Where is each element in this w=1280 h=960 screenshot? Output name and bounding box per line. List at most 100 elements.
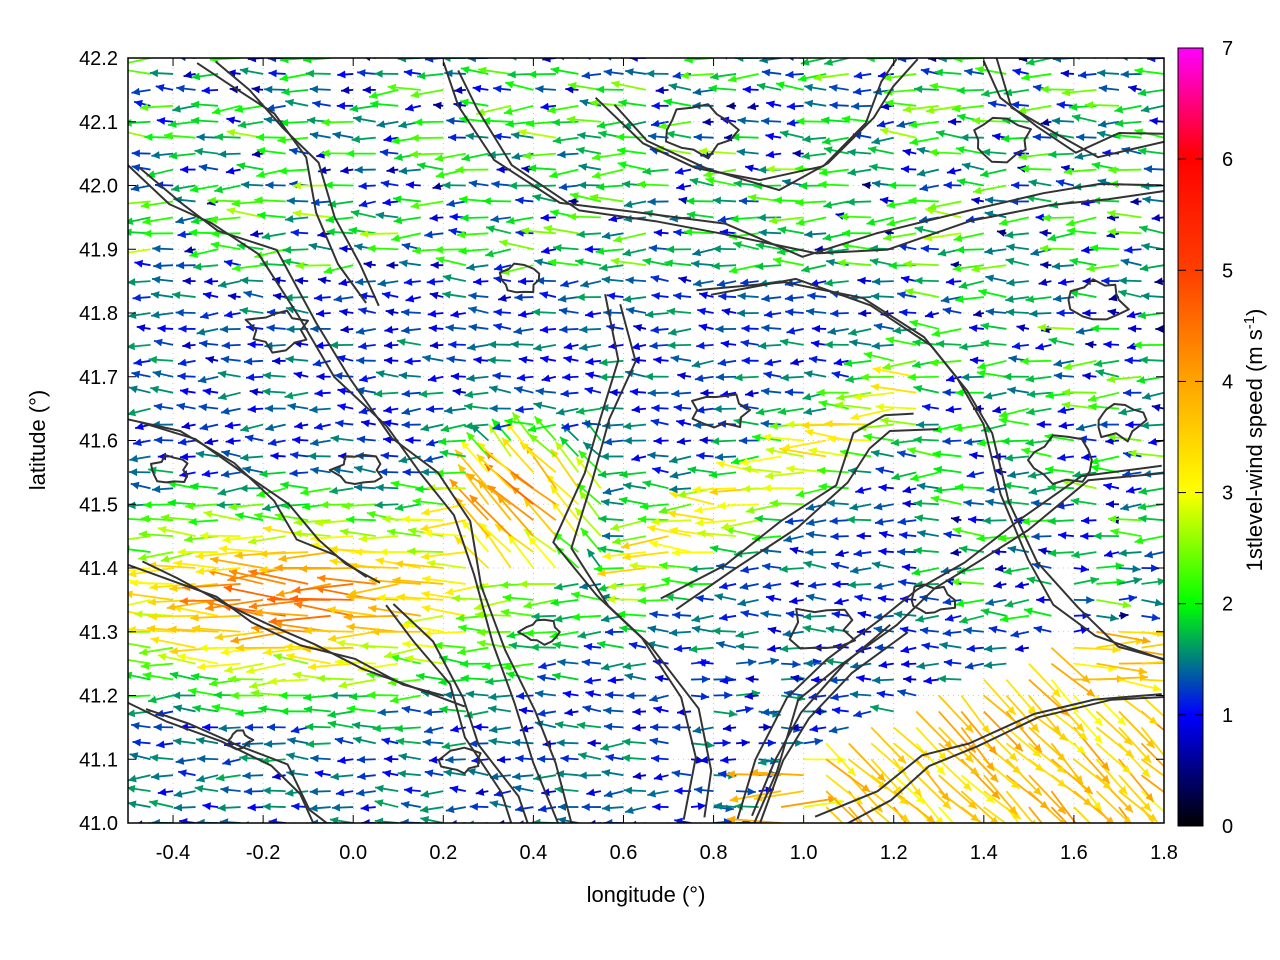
wind-arrow bbox=[508, 181, 534, 190]
wind-arrow bbox=[510, 340, 534, 349]
wind-arrow bbox=[577, 630, 602, 639]
wind-arrow bbox=[1039, 244, 1074, 253]
wind-arrow bbox=[143, 500, 174, 509]
wind-arrow bbox=[330, 772, 354, 781]
wind-arrow bbox=[1020, 357, 1052, 366]
wind-arrow bbox=[692, 248, 714, 257]
wind-arrow bbox=[672, 611, 692, 620]
wind-arrow bbox=[879, 127, 917, 139]
wind-arrow bbox=[511, 58, 534, 61]
wind-arrow bbox=[128, 216, 151, 226]
wind-arrow bbox=[227, 675, 264, 683]
wind-arrow bbox=[285, 98, 309, 107]
wind-arrow bbox=[1028, 487, 1052, 496]
wind-arrow bbox=[915, 710, 954, 750]
wind-arrow bbox=[947, 117, 962, 126]
wind-arrow bbox=[622, 482, 647, 490]
wind-arrow bbox=[1051, 117, 1074, 125]
wind-arrow bbox=[138, 530, 174, 539]
wind-arrow bbox=[1069, 257, 1097, 267]
wind-arrow bbox=[913, 384, 939, 394]
wind-arrow bbox=[647, 789, 669, 798]
wind-arrow bbox=[420, 423, 444, 432]
wind-arrow bbox=[824, 340, 849, 349]
wind-arrow bbox=[789, 546, 804, 555]
wind-arrow bbox=[439, 449, 466, 458]
wind-arrow bbox=[882, 359, 917, 371]
wind-arrow bbox=[950, 548, 962, 557]
wind-arrow bbox=[1097, 69, 1120, 78]
wind-arrow bbox=[239, 484, 264, 493]
wind-arrow bbox=[804, 83, 827, 92]
wind-arrow bbox=[128, 137, 129, 139]
wind-arrow bbox=[848, 328, 872, 337]
wind-arrow bbox=[715, 325, 737, 333]
wind-arrow bbox=[829, 101, 849, 110]
wind-arrow bbox=[251, 85, 264, 94]
wind-arrow bbox=[739, 582, 759, 591]
wind-arrow bbox=[470, 423, 489, 442]
contour-line bbox=[141, 560, 466, 708]
wind-arrow bbox=[1007, 386, 1030, 395]
wind-arrow bbox=[983, 806, 1007, 823]
wind-arrow bbox=[667, 328, 692, 336]
wind-arrow bbox=[498, 819, 511, 823]
wind-arrow bbox=[1118, 678, 1162, 692]
wind-arrow bbox=[1040, 118, 1052, 127]
wind-arrow bbox=[1005, 742, 1045, 773]
wind-arrow bbox=[805, 548, 827, 557]
wind-arrow bbox=[374, 784, 399, 793]
wind-arrow bbox=[620, 535, 669, 550]
wind-arrow bbox=[647, 389, 669, 397]
wind-arrow bbox=[179, 452, 196, 461]
wind-arrow bbox=[626, 691, 647, 700]
wind-arrow bbox=[902, 499, 917, 508]
wind-arrow bbox=[284, 391, 309, 400]
wind-arrow bbox=[872, 277, 894, 286]
wind-arrow bbox=[253, 512, 286, 522]
wind-arrow bbox=[336, 101, 354, 110]
wind-arrow bbox=[550, 66, 579, 75]
wind-arrow bbox=[187, 687, 219, 697]
wind-arrow bbox=[1118, 629, 1164, 638]
wind-arrow bbox=[671, 548, 714, 557]
wind-arrow bbox=[929, 82, 962, 91]
wind-arrow bbox=[644, 372, 669, 381]
wind-arrow bbox=[410, 200, 444, 210]
wind-arrow bbox=[131, 87, 151, 96]
wind-arrow bbox=[1001, 134, 1029, 143]
wind-arrow bbox=[207, 196, 241, 205]
wind-arrow bbox=[964, 662, 985, 670]
wind-arrow bbox=[235, 709, 264, 718]
wind-arrow bbox=[664, 259, 692, 268]
wind-arrow bbox=[466, 768, 489, 777]
wind-arrow bbox=[1005, 308, 1029, 317]
wind-arrow bbox=[501, 437, 535, 473]
wind-arrow bbox=[293, 529, 331, 538]
wind-arrow bbox=[927, 200, 962, 211]
wind-arrow bbox=[872, 676, 894, 685]
wind-arrow bbox=[303, 693, 331, 702]
wind-arrow bbox=[1027, 471, 1052, 480]
wind-arrow bbox=[597, 545, 624, 554]
colorbar-tick-label: 3 bbox=[1222, 483, 1233, 505]
wind-arrow bbox=[613, 232, 647, 243]
wind-arrow bbox=[717, 501, 759, 510]
wind-arrow bbox=[632, 707, 647, 716]
wind-arrow bbox=[487, 705, 512, 713]
wind-arrow bbox=[461, 152, 489, 162]
wind-arrow bbox=[412, 497, 444, 506]
wind-arrow bbox=[683, 228, 714, 237]
wind-arrow bbox=[305, 740, 331, 748]
wind-arrow bbox=[516, 373, 534, 382]
wind-arrow bbox=[194, 147, 219, 156]
wind-arrow bbox=[532, 193, 557, 203]
wind-arrow bbox=[784, 294, 804, 302]
wind-arrow bbox=[857, 276, 872, 285]
wind-arrow bbox=[488, 692, 511, 701]
wind-arrow bbox=[459, 659, 489, 668]
wind-arrow bbox=[668, 455, 692, 464]
wind-arrow bbox=[916, 661, 939, 670]
wind-arrow bbox=[876, 120, 894, 128]
wind-arrow bbox=[888, 261, 917, 270]
